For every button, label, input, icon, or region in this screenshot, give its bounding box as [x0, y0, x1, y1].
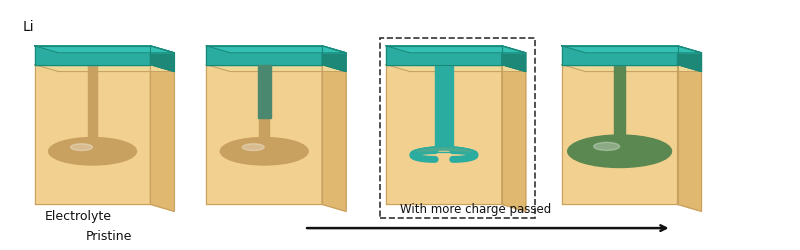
- Polygon shape: [412, 147, 476, 154]
- Polygon shape: [562, 65, 678, 204]
- Polygon shape: [386, 47, 502, 65]
- Polygon shape: [562, 65, 702, 72]
- Polygon shape: [502, 47, 526, 72]
- Polygon shape: [322, 65, 346, 212]
- Bar: [380, 39, 535, 218]
- Polygon shape: [678, 65, 702, 212]
- Polygon shape: [322, 47, 346, 72]
- Polygon shape: [206, 65, 346, 72]
- Polygon shape: [678, 47, 702, 72]
- Polygon shape: [206, 65, 322, 204]
- Polygon shape: [502, 65, 526, 212]
- Ellipse shape: [575, 139, 669, 167]
- Polygon shape: [88, 65, 98, 148]
- Polygon shape: [206, 47, 346, 54]
- Text: Electrolyte: Electrolyte: [45, 209, 112, 222]
- Polygon shape: [206, 47, 322, 65]
- Polygon shape: [34, 65, 174, 72]
- Circle shape: [594, 143, 620, 151]
- Circle shape: [568, 136, 671, 168]
- Circle shape: [70, 144, 93, 151]
- Polygon shape: [34, 47, 174, 54]
- Polygon shape: [562, 47, 678, 65]
- Circle shape: [49, 138, 137, 165]
- Polygon shape: [150, 65, 174, 212]
- Polygon shape: [386, 65, 502, 204]
- Polygon shape: [614, 65, 625, 147]
- Circle shape: [220, 138, 308, 165]
- Circle shape: [242, 144, 264, 151]
- Polygon shape: [34, 65, 150, 204]
- Polygon shape: [34, 47, 150, 65]
- Polygon shape: [258, 65, 270, 118]
- Text: Li: Li: [23, 20, 34, 34]
- Polygon shape: [386, 65, 526, 72]
- Polygon shape: [259, 118, 269, 148]
- Text: With more charge passed: With more charge passed: [400, 202, 551, 215]
- Polygon shape: [562, 47, 702, 54]
- Polygon shape: [435, 65, 453, 148]
- Polygon shape: [386, 47, 526, 54]
- Text: Pristine: Pristine: [86, 229, 132, 242]
- Ellipse shape: [55, 141, 134, 165]
- Polygon shape: [150, 47, 174, 72]
